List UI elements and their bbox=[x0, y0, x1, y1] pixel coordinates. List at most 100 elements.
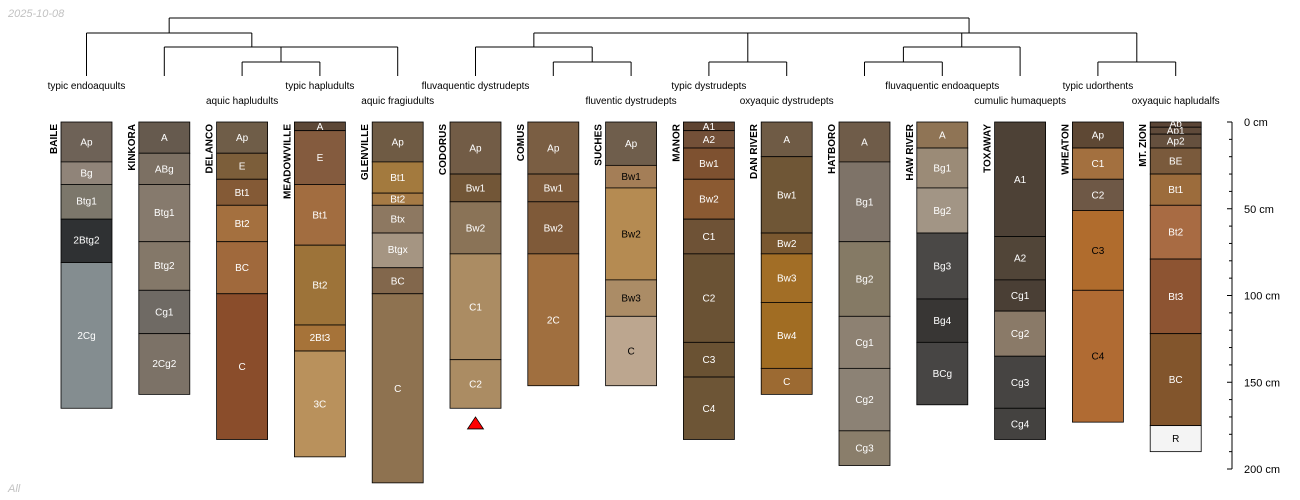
soil-profiles: Ap Bg Btg1 2Btg2 2Cg BAILE A ABg Btg1 Btg2 Cg1 2Cg2… bbox=[49, 119, 1202, 484]
profile-baile: Ap Bg Btg1 2Btg2 2Cg BAILE bbox=[49, 121, 113, 409]
horizon-label: A2 bbox=[703, 135, 716, 146]
horizon-block bbox=[449, 173, 502, 203]
taxon-label: fluvaquentic endoaquepts bbox=[885, 81, 999, 92]
horizon-label: Ap bbox=[80, 137, 93, 148]
horizon-label: Bt1 bbox=[312, 210, 327, 221]
horizon-block bbox=[371, 204, 424, 234]
profile-dan-river: A Bw1 Bw2 Bw3 Bw4 C DAN RIVER bbox=[749, 121, 813, 395]
horizon-label: C3 bbox=[703, 355, 716, 366]
horizon-block bbox=[293, 244, 346, 326]
taxon-label: cumulic humaquepts bbox=[974, 96, 1066, 107]
horizon-block bbox=[60, 262, 113, 409]
profile-codorus: Ap Bw1 Bw2 C1 C2 CODORUS bbox=[438, 121, 502, 409]
horizon-block bbox=[916, 298, 969, 343]
horizon-label: BCg bbox=[933, 369, 952, 380]
horizon-label: Cg1 bbox=[855, 338, 874, 349]
horizon-label: Bg3 bbox=[933, 262, 951, 273]
horizon-block bbox=[916, 147, 969, 189]
horizon-label: R bbox=[1172, 434, 1179, 445]
profile-name: DELANCO bbox=[205, 124, 216, 174]
horizon-label: 3C bbox=[314, 399, 327, 410]
profile-suches: Ap Bw1 Bw2 Bw3 C SUCHES bbox=[594, 121, 657, 387]
horizon-label: Bw1 bbox=[699, 159, 719, 170]
horizon-block bbox=[138, 184, 191, 243]
horizon-block bbox=[760, 121, 813, 158]
profile-name: HAW RIVER bbox=[905, 123, 916, 180]
horizon-label: Cg1 bbox=[1011, 291, 1030, 302]
taxon-label: typic hapludults bbox=[285, 81, 354, 92]
horizon-label: Bw2 bbox=[621, 229, 641, 240]
horizon-block bbox=[838, 367, 891, 432]
profile-comus: Ap Bw1 Bw2 2C COMUS bbox=[516, 121, 580, 387]
horizon-label: A1 bbox=[1014, 175, 1027, 186]
horizon-block bbox=[994, 121, 1046, 237]
horizon-label: E bbox=[317, 153, 324, 164]
horizon-label: Bg4 bbox=[933, 316, 951, 327]
horizon-label: Ap bbox=[1092, 131, 1105, 142]
horizon-label: C2 bbox=[703, 294, 716, 305]
horizon-label: C bbox=[783, 377, 790, 388]
horizon-label: Cg2 bbox=[1011, 329, 1030, 340]
profile-haw-river: A Bg1 Bg2 Bg3 Bg4 BCg HAW RIVER bbox=[905, 121, 969, 406]
horizon-label: Btg1 bbox=[154, 208, 175, 219]
horizon-block bbox=[1149, 173, 1202, 206]
horizon-label: A2 bbox=[1014, 254, 1027, 265]
horizon-label: BC bbox=[235, 263, 249, 274]
horizon-label: Btg2 bbox=[154, 261, 175, 272]
horizon-label: C1 bbox=[703, 232, 716, 243]
horizon-label: Bw4 bbox=[777, 331, 797, 342]
depth-axis: 0 cm 50 cm 100 cm 150 cm 200 cm bbox=[1227, 117, 1280, 476]
horizon-block bbox=[1149, 425, 1202, 453]
horizon-block bbox=[838, 430, 891, 466]
horizon-label: C bbox=[238, 362, 245, 373]
profile-delanco: Ap E Bt1 Bt2 BC C DELANCO bbox=[205, 121, 269, 440]
horizon-label: Bw3 bbox=[777, 274, 797, 285]
horizon-block bbox=[60, 218, 113, 263]
taxon-label: aquic hapludults bbox=[206, 96, 278, 107]
horizon-block bbox=[449, 121, 502, 175]
horizon-block bbox=[1072, 147, 1124, 180]
horizon-block bbox=[527, 201, 580, 255]
subset-label: All bbox=[8, 483, 21, 495]
horizon-label: Bt1 bbox=[390, 173, 405, 184]
horizon-label: Bg2 bbox=[856, 275, 874, 286]
horizon-label: Ap1 bbox=[1167, 126, 1185, 137]
horizon-label: C bbox=[394, 384, 401, 395]
horizon-label: Cg1 bbox=[155, 307, 174, 318]
horizon-label: Bg1 bbox=[933, 163, 951, 174]
horizon-label: 2Btg2 bbox=[73, 236, 100, 247]
profile-name: TOXAWAY bbox=[983, 124, 994, 173]
horizon-label: Ap2 bbox=[1167, 137, 1185, 148]
horizon-block bbox=[1149, 147, 1202, 175]
profile-name: CODORUS bbox=[438, 124, 449, 175]
horizon-block bbox=[293, 184, 346, 246]
horizon-label: 2Bt3 bbox=[310, 333, 331, 344]
horizon-label: Bt2 bbox=[312, 281, 327, 292]
horizon-block bbox=[527, 253, 580, 387]
horizon-block bbox=[605, 279, 657, 317]
horizon-block bbox=[760, 367, 813, 395]
horizon-label: Bw1 bbox=[777, 190, 797, 201]
horizon-label: Bw2 bbox=[699, 195, 719, 206]
horizon-block bbox=[1072, 121, 1124, 149]
horizon-block bbox=[371, 161, 424, 194]
horizon-block bbox=[138, 121, 191, 154]
horizon-label: Btg1 bbox=[76, 197, 97, 208]
horizon-label: Bt3 bbox=[1168, 292, 1183, 303]
profile-name: KINKORA bbox=[127, 124, 138, 171]
horizon-block bbox=[371, 267, 424, 295]
depth-tick-label: 0 cm bbox=[1244, 117, 1268, 129]
horizon-block bbox=[216, 293, 269, 440]
depth-tick-label: 50 cm bbox=[1244, 204, 1274, 216]
horizon-block bbox=[138, 241, 191, 291]
horizon-block bbox=[994, 407, 1046, 440]
horizon-block bbox=[216, 152, 269, 180]
horizon-label: Bt2 bbox=[1168, 228, 1183, 239]
horizon-block bbox=[838, 161, 891, 243]
profile-hatboro: A Bg1 Bg2 Cg1 Cg2 Cg3 HATBORO bbox=[827, 121, 891, 466]
horizon-block bbox=[138, 333, 191, 395]
taxon-label: fluventic dystrudepts bbox=[586, 96, 677, 107]
taxon-label: oxyaquic dystrudepts bbox=[740, 96, 834, 107]
horizon-block bbox=[683, 253, 735, 343]
